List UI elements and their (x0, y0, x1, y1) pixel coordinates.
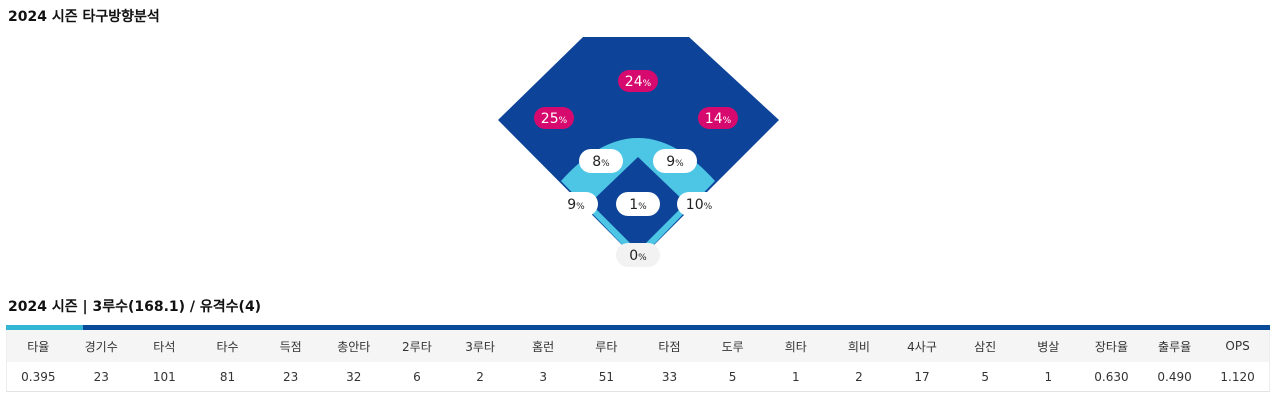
stats-section-title: 2024 시즌 | 3루수(168.1) / 유격수(4) (8, 299, 262, 315)
stats-value-cell: 33 (661, 369, 678, 384)
zone-percent-mid-left: 8% (592, 154, 610, 170)
zone-percent-deep-right: 14% (705, 111, 732, 127)
stats-header-cell: 루타 (574, 330, 638, 362)
stats-value-cell: 0.490 (1157, 369, 1192, 384)
stats-value-cell: 23 (282, 369, 299, 384)
stats-header-cell: 희타 (764, 330, 828, 362)
stats-header-cell: 홈런 (511, 330, 575, 362)
percent-sign: % (704, 202, 713, 212)
zone-value: 25 (541, 111, 559, 127)
stats-table: 타율 경기수 타석 타수 득점 총안타 2루타 3루타 홈런 루타 타점 도루 희타 희비 4사구 삼진 병살 장… (6, 330, 1270, 392)
zone-percent-home: 0% (629, 248, 647, 264)
percent-sign: % (601, 159, 610, 169)
stats-value-cell: 1 (791, 369, 800, 384)
stats-value-cell: 81 (219, 369, 236, 384)
stats-header-cell: 희비 (827, 330, 891, 362)
percent-sign: % (638, 202, 647, 212)
zone-value: 10 (686, 197, 704, 213)
stats-header-bar (6, 325, 1270, 330)
stats-value-cell: 1 (1044, 369, 1053, 384)
stats-header-cell: 4사구 (890, 330, 954, 362)
stats-header-cell: 삼진 (953, 330, 1017, 362)
stats-header-cell: 총안타 (322, 330, 386, 362)
percent-sign: % (638, 253, 647, 263)
stats-value-row: 0.395 23 101 81 23 32 6 2 3 51 33 5 1 2 17 5 1 0.630 0.490… (7, 362, 1270, 392)
percent-sign: % (675, 159, 684, 169)
stats-table-container: 타율 경기수 타석 타수 득점 총안타 2루타 3루타 홈런 루타 타점 도루 희타 희비 4사구 삼진 병살 장… (6, 325, 1270, 392)
zone-badge-right-line (677, 192, 721, 216)
stats-value-cell: 0.630 (1094, 369, 1129, 384)
zone-percent-left-line: 9% (567, 197, 585, 213)
stats-value-cell: 32 (346, 369, 362, 384)
zone-value: 8 (592, 154, 601, 170)
zone-percent-right-line: 10% (686, 197, 713, 213)
stats-value-cell: 5 (728, 369, 737, 384)
stats-header-cell: 도루 (701, 330, 765, 362)
zone-badge-home (616, 243, 660, 267)
zone-value: 9 (666, 154, 675, 170)
zone-percent-deep-center: 24% (625, 74, 652, 90)
zone-value: 1 (629, 197, 638, 213)
direction-section-title: 2024 시즌 타구방향분석 (8, 9, 160, 25)
percent-sign: % (643, 79, 652, 89)
zone-badge-mid-left (579, 149, 623, 173)
zone-badge-center-infield (616, 192, 660, 216)
stats-header-row: 타율 경기수 타석 타수 득점 총안타 2루타 3루타 홈런 루타 타점 도루 희타 희비 4사구 삼진 병살 장… (6, 330, 1270, 362)
stats-value-cell: 17 (914, 369, 930, 384)
stats-header-cell: 타율 (6, 330, 70, 362)
zone-value: 14 (705, 111, 723, 127)
stats-value-cell: 1.120 (1220, 369, 1255, 384)
zone-badge-deep-left (534, 107, 574, 129)
zone-badge-deep-center (618, 70, 658, 92)
zone-value: 0 (629, 248, 638, 264)
stats-value-cell: 101 (152, 369, 176, 384)
stats-header-cell: 2루타 (385, 330, 449, 362)
zone-badge-deep-right (698, 107, 738, 129)
stats-value-cell: 0.395 (21, 369, 56, 384)
percent-sign: % (723, 116, 732, 126)
stats-header-cell: 타점 (637, 330, 702, 362)
stats-header-cell: OPS (1206, 330, 1270, 362)
stats-header-cell: 장타율 (1079, 330, 1144, 362)
stats-header-accent (6, 325, 83, 330)
percent-sign: % (576, 202, 585, 212)
stats-header-cell: 타수 (195, 330, 260, 362)
zone-value: 24 (625, 74, 643, 90)
zone-percent-deep-left: 25% (541, 111, 568, 127)
stats-header-cell: 3루타 (448, 330, 512, 362)
stats-value-cell: 5 (981, 369, 989, 384)
stats-header-cell: 타석 (132, 330, 196, 362)
zone-badge-left-line (554, 192, 598, 216)
stats-value-cell: 2 (855, 369, 863, 384)
stats-value-cell: 6 (413, 369, 421, 384)
zone-percent-center-infield: 1% (629, 197, 647, 213)
stats-header-cell: 경기수 (69, 330, 133, 362)
hit-direction-field: 24%25% 14%8% 9%9% 1% 10%0% (498, 37, 779, 267)
stats-value-cell: 2 (476, 369, 484, 384)
stats-header-cell: 득점 (259, 330, 323, 362)
stats-value-cell: 51 (598, 369, 614, 384)
zone-badge-mid-right (653, 149, 697, 173)
stats-value-cell: 3 (539, 369, 548, 384)
stats-header-cell: 병살 (1016, 330, 1080, 362)
stats-header-cell: 출루율 (1143, 330, 1207, 362)
stats-value-cell: 23 (93, 369, 109, 384)
zone-value: 9 (567, 197, 576, 213)
zone-percent-mid-right: 9% (666, 154, 684, 170)
percent-sign: % (559, 116, 568, 126)
